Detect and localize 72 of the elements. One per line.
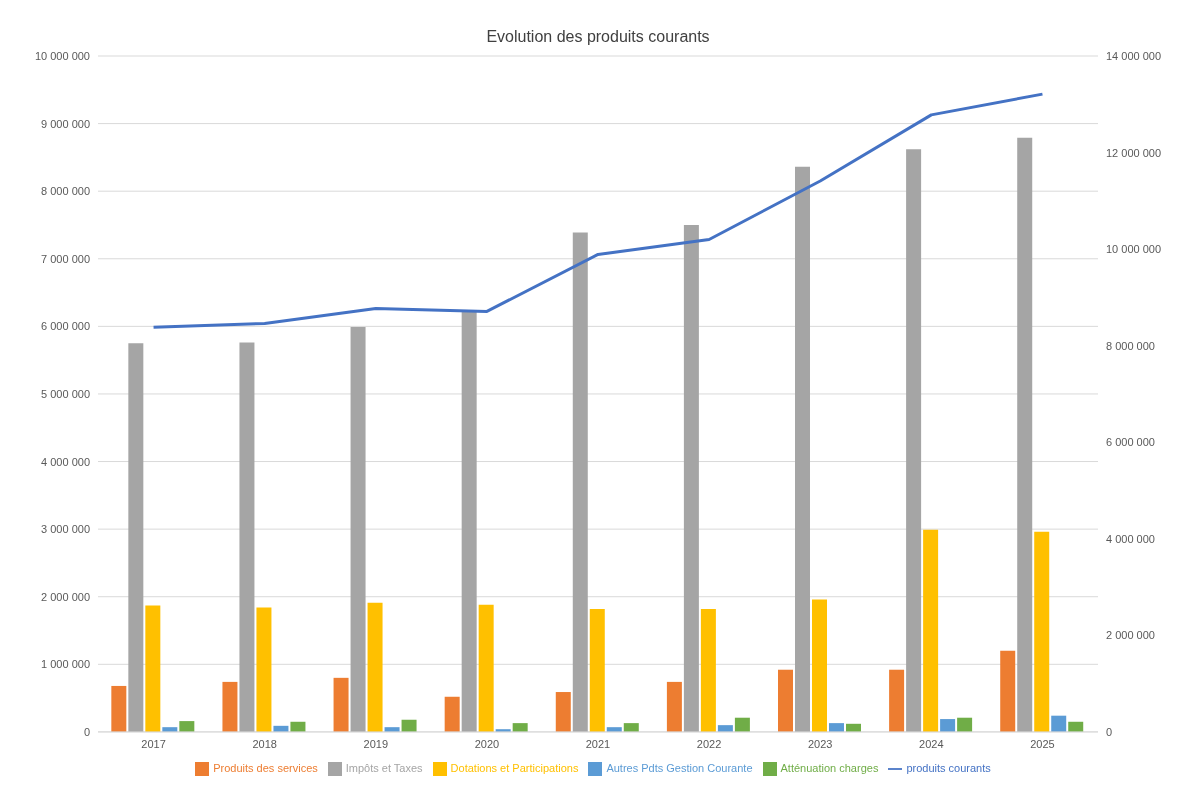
y2-tick-label: 4 000 000 <box>1106 532 1155 545</box>
bar <box>1051 715 1067 732</box>
x-tick-label: 2018 <box>252 737 277 750</box>
bar <box>239 342 255 732</box>
y-tick-label: 3 000 000 <box>41 523 90 536</box>
bar <box>367 602 383 732</box>
y-tick-label: 5 000 000 <box>41 387 90 400</box>
bar <box>795 166 810 732</box>
bar <box>350 327 366 732</box>
legend-label: Impôts et Taxes <box>345 761 423 774</box>
y2-tick-label: 2 000 000 <box>1106 629 1155 642</box>
x-tick-label: 2022 <box>696 737 722 750</box>
bar <box>179 721 195 732</box>
legend-label: Produits des services <box>213 761 318 774</box>
bar <box>444 696 460 732</box>
bar <box>623 723 639 732</box>
y-tick-label: 2 000 000 <box>41 590 90 603</box>
bar <box>128 343 144 732</box>
bar <box>333 677 349 732</box>
y2-tick-label: 12 000 000 <box>1106 146 1162 159</box>
y-tick-label: 6 000 000 <box>41 320 90 333</box>
bar <box>923 529 939 732</box>
bar <box>401 719 417 732</box>
x-tick-label: 2024 <box>919 737 944 750</box>
bar <box>222 681 238 732</box>
bar <box>256 607 272 732</box>
bar <box>812 599 827 732</box>
y2-tick-label: 0 <box>1106 725 1113 738</box>
y-tick-label: 7 000 000 <box>41 252 90 265</box>
y-tick-label: 9 000 000 <box>41 117 90 130</box>
bar <box>829 723 844 732</box>
y-tick-label: 8 000 000 <box>41 185 90 198</box>
line-series <box>152 92 1044 329</box>
x-tick-label: 2021 <box>585 737 611 750</box>
x-tick-label: 2023 <box>807 737 833 750</box>
bar <box>666 681 682 732</box>
y2-tick-label: 10 000 000 <box>1106 243 1162 256</box>
bar <box>145 605 161 732</box>
x-tick-label: 2017 <box>141 737 166 750</box>
y2-tick-label: 6 000 000 <box>1106 436 1155 449</box>
bar <box>555 692 571 732</box>
y-tick-label: 10 000 000 <box>34 50 90 62</box>
bar <box>906 149 922 732</box>
bar <box>589 608 605 732</box>
y-tick-label: 0 <box>83 725 90 738</box>
bar <box>940 719 956 732</box>
x-tick-label: 2025 <box>1030 737 1055 750</box>
bar <box>957 717 973 732</box>
legend-label: produits courants <box>906 761 991 774</box>
legend-label: Dotations et Participations <box>450 761 579 774</box>
bar <box>111 685 127 732</box>
bar <box>683 224 699 732</box>
chart-title: Evolution des produits courants <box>485 27 711 46</box>
x-tick-label: 2019 <box>363 737 389 750</box>
legend-label: Autres Pdts Gestion Courante <box>606 761 753 774</box>
bar <box>572 232 588 732</box>
bar <box>1034 531 1050 732</box>
x-tick-label: 2020 <box>474 737 500 750</box>
y2-tick-label: 8 000 000 <box>1106 339 1155 352</box>
bar <box>734 717 750 732</box>
y2-tick-label: 14 000 000 <box>1106 50 1162 62</box>
legend-label: Atténuation charges <box>780 761 879 774</box>
bar <box>461 310 477 732</box>
bar <box>1000 650 1016 732</box>
bar <box>1017 137 1033 732</box>
bar <box>889 669 905 732</box>
bar <box>778 669 793 732</box>
bar <box>512 723 528 732</box>
y-tick-label: 4 000 000 <box>41 455 90 468</box>
y-tick-label: 1 000 000 <box>41 658 90 671</box>
bar <box>478 604 494 732</box>
bar <box>700 608 716 732</box>
